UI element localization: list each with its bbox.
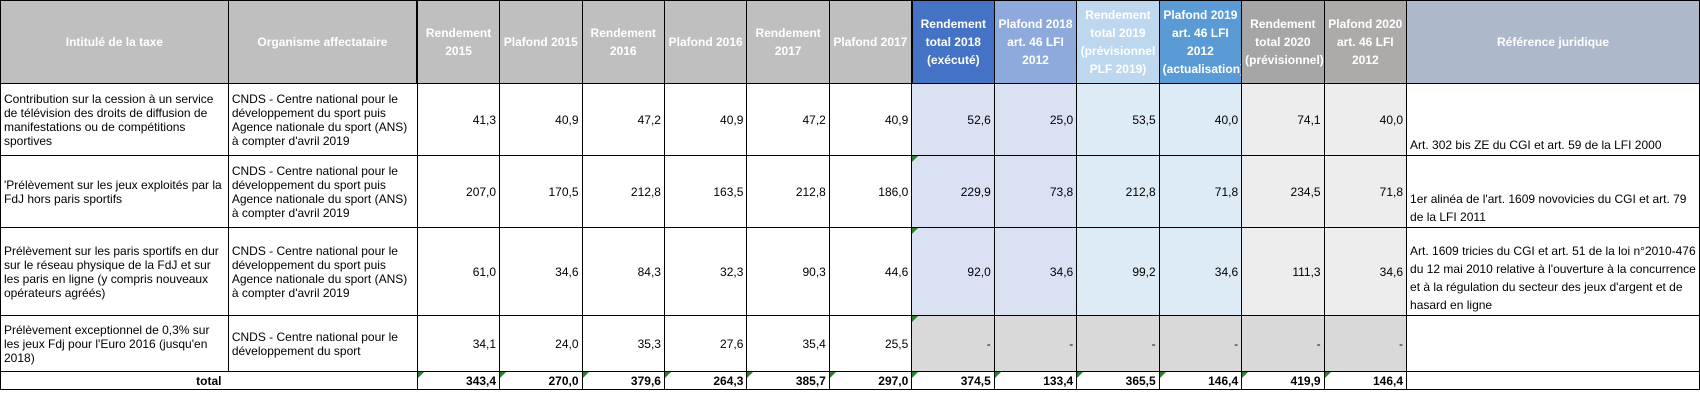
header-row: Intitulé de la taxe Organisme affectatai… [0, 0, 1700, 84]
cell-rendement-2018[interactable]: 52,6 [911, 83, 995, 156]
header-taxe[interactable]: Intitulé de la taxe [0, 0, 229, 84]
cell-rendement-2016[interactable]: 47,2 [581, 83, 665, 156]
cell-rendement-2017[interactable]: 35,4 [746, 315, 830, 372]
cell-rendement-2015[interactable]: 41,3 [416, 83, 501, 156]
cell-plafond-2016[interactable]: 163,5 [663, 155, 748, 228]
total-plafond-2016[interactable]: 264,3 [663, 371, 748, 390]
header-rendement-2016[interactable]: Rendement 2016 [581, 0, 665, 84]
total-plafond-2017[interactable]: 297,0 [828, 371, 913, 390]
cell-plafond-2018[interactable]: 73,8 [993, 155, 1078, 228]
cell-rendement-2019[interactable]: 99,2 [1076, 227, 1160, 316]
cell-plafond-2016[interactable]: 32,3 [663, 227, 748, 316]
cell-rendement-2019[interactable]: 53,5 [1076, 83, 1160, 156]
total-reference-empty [1406, 371, 1700, 390]
header-rendement-2020[interactable]: Rendement total 2020 (prévisionnel) [1241, 0, 1325, 84]
header-plafond-2017[interactable]: Plafond 2017 [828, 0, 913, 84]
total-rendement-2017[interactable]: 385,7 [746, 371, 830, 390]
cell-plafond-2016[interactable]: 40,9 [663, 83, 748, 156]
cell-rendement-2018[interactable]: 229,9 [911, 155, 995, 228]
total-rendement-2018[interactable]: 374,5 [911, 371, 995, 390]
cell-reference[interactable]: Art. 302 bis ZE du CGI et art. 59 de la … [1406, 83, 1700, 156]
cell-plafond-2015[interactable]: 34,6 [499, 227, 583, 316]
cell-plafond-2015[interactable]: 170,5 [499, 155, 583, 228]
total-label[interactable]: total [0, 371, 418, 390]
cell-plafond-2019[interactable]: 34,6 [1158, 227, 1243, 316]
header-plafond-2019[interactable]: Plafond 2019 art. 46 LFI 2012 (actualisa… [1158, 0, 1243, 84]
total-plafond-2020[interactable]: 146,4 [1323, 371, 1408, 390]
header-rendement-2019[interactable]: Rendement total 2019 (prévisionnel PLF 2… [1076, 0, 1160, 84]
cell-rendement-2017[interactable]: 90,3 [746, 227, 830, 316]
cell-plafond-2017[interactable]: 44,6 [828, 227, 913, 316]
header-plafond-2020[interactable]: Plafond 2020 art. 46 LFI 2012 [1323, 0, 1408, 84]
total-row: total 343,4 270,0 379,6 264,3 385,7 297,… [0, 371, 1700, 390]
total-plafond-2019[interactable]: 146,4 [1158, 371, 1243, 390]
cell-plafond-2015[interactable]: 40,9 [499, 83, 583, 156]
cell-plafond-2020[interactable]: - [1323, 315, 1408, 372]
cell-rendement-2015[interactable]: 34,1 [416, 315, 501, 372]
cell-rendement-2017[interactable]: 212,8 [746, 155, 830, 228]
cell-plafond-2019[interactable]: 40,0 [1158, 83, 1243, 156]
header-plafond-2016[interactable]: Plafond 2016 [663, 0, 748, 84]
total-plafond-2018[interactable]: 133,4 [993, 371, 1078, 390]
total-rendement-2020[interactable]: 419,9 [1241, 371, 1325, 390]
cell-organisme[interactable]: CNDS - Centre national pour le développe… [227, 315, 418, 372]
header-organisme[interactable]: Organisme affectataire [227, 0, 418, 84]
header-plafond-2018[interactable]: Plafond 2018 art. 46 LFI 2012 [993, 0, 1078, 84]
cell-rendement-2019[interactable]: 212,8 [1076, 155, 1160, 228]
cell-rendement-2017[interactable]: 47,2 [746, 83, 830, 156]
cell-rendement-2019[interactable]: - [1076, 315, 1160, 372]
table-row: Prélèvement sur les paris sportifs en du… [0, 227, 1700, 316]
cell-rendement-2020[interactable]: 74,1 [1241, 83, 1325, 156]
header-rendement-2018[interactable]: Rendement total 2018 (exécuté) [910, 0, 995, 84]
cell-rendement-2020[interactable]: 234,5 [1241, 155, 1325, 228]
cell-taxe[interactable]: 'Prélèvement sur les jeux exploités par … [0, 155, 229, 228]
total-rendement-2015[interactable]: 343,4 [416, 371, 501, 390]
cell-reference[interactable] [1406, 315, 1700, 372]
cell-taxe[interactable]: Prélèvement exceptionnel de 0,3% sur les… [0, 315, 229, 372]
total-rendement-2019[interactable]: 365,5 [1076, 371, 1160, 390]
header-rendement-2015[interactable]: Rendement 2015 [416, 0, 501, 84]
table-row: 'Prélèvement sur les jeux exploités par … [0, 155, 1700, 228]
cell-plafond-2016[interactable]: 27,6 [663, 315, 748, 372]
cell-plafond-2020[interactable]: 40,0 [1323, 83, 1408, 156]
cell-plafond-2018[interactable]: 34,6 [993, 227, 1078, 316]
cell-rendement-2018[interactable]: 92,0 [911, 227, 995, 316]
cell-rendement-2016[interactable]: 212,8 [581, 155, 665, 228]
header-plafond-2015[interactable]: Plafond 2015 [499, 0, 583, 84]
cell-plafond-2018[interactable]: 25,0 [993, 83, 1078, 156]
cell-rendement-2018[interactable]: - [911, 315, 995, 372]
cell-organisme[interactable]: CNDS - Centre national pour le développe… [227, 227, 418, 316]
cell-plafond-2019[interactable]: - [1158, 315, 1243, 372]
cell-plafond-2017[interactable]: 40,9 [828, 83, 913, 156]
cell-rendement-2015[interactable]: 61,0 [416, 227, 501, 316]
total-rendement-2016[interactable]: 379,6 [581, 371, 665, 390]
cell-plafond-2017[interactable]: 186,0 [828, 155, 913, 228]
cell-taxe[interactable]: Contribution sur la cession à un service… [0, 83, 229, 156]
cell-rendement-2016[interactable]: 35,3 [581, 315, 665, 372]
cell-plafond-2015[interactable]: 24,0 [499, 315, 583, 372]
cell-plafond-2020[interactable]: 34,6 [1323, 227, 1408, 316]
cell-plafond-2018[interactable]: - [993, 315, 1078, 372]
cell-rendement-2016[interactable]: 84,3 [581, 227, 665, 316]
table-row: Prélèvement exceptionnel de 0,3% sur les… [0, 315, 1700, 372]
cell-plafond-2020[interactable]: 71,8 [1323, 155, 1408, 228]
tax-table: Intitulé de la taxe Organisme affectatai… [0, 0, 1700, 390]
cell-organisme[interactable]: CNDS - Centre national pour le développe… [227, 155, 418, 228]
cell-reference[interactable]: 1er alinéa de l'art. 1609 novovicies du … [1406, 155, 1700, 228]
table-row: Contribution sur la cession à un service… [0, 83, 1700, 156]
cell-rendement-2020[interactable]: 111,3 [1241, 227, 1325, 316]
cell-reference[interactable]: Art. 1609 tricies du CGI et art. 51 de l… [1406, 227, 1700, 316]
total-plafond-2015[interactable]: 270,0 [499, 371, 583, 390]
header-reference[interactable]: Référence juridique [1406, 0, 1700, 84]
cell-rendement-2020[interactable]: - [1241, 315, 1325, 372]
cell-plafond-2017[interactable]: 25,5 [828, 315, 913, 372]
header-rendement-2017[interactable]: Rendement 2017 [746, 0, 830, 84]
cell-taxe[interactable]: Prélèvement sur les paris sportifs en du… [0, 227, 229, 316]
cell-rendement-2015[interactable]: 207,0 [416, 155, 501, 228]
cell-plafond-2019[interactable]: 71,8 [1158, 155, 1243, 228]
cell-organisme[interactable]: CNDS - Centre national pour le développe… [227, 83, 418, 156]
